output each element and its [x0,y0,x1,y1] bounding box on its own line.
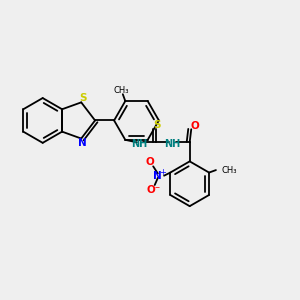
Text: O⁻: O⁻ [146,185,160,195]
Text: CH₃: CH₃ [221,166,237,175]
Text: N: N [154,171,162,181]
Text: N: N [78,138,87,148]
Text: O: O [190,121,199,130]
Text: NH: NH [131,139,147,149]
Text: NH: NH [164,139,181,149]
Text: +: + [159,168,166,177]
Text: O: O [146,157,154,167]
Text: S: S [153,120,160,130]
Text: CH₃: CH₃ [113,86,129,95]
Text: S: S [79,93,86,103]
